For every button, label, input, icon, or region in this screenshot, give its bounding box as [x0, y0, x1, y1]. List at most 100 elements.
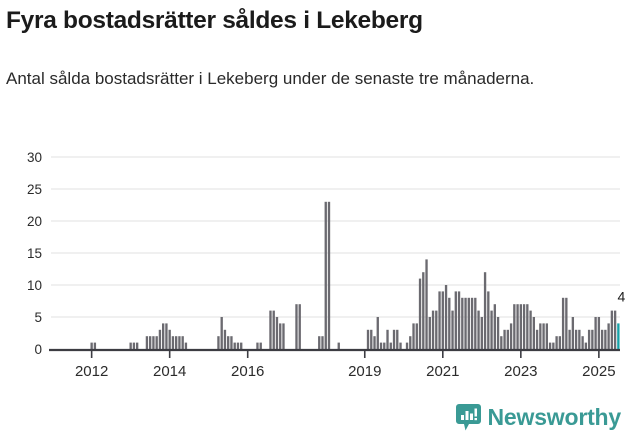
- bar: [240, 342, 243, 349]
- bar: [392, 329, 396, 349]
- bar: [373, 336, 376, 349]
- bar: [279, 323, 282, 349]
- x-axis-tick-label: 2025: [582, 363, 615, 380]
- bar: [509, 323, 513, 349]
- bar: [496, 317, 500, 349]
- bar: [431, 310, 435, 349]
- bar: [558, 336, 562, 349]
- bar: [571, 317, 575, 349]
- bar: [522, 304, 526, 349]
- bar: [454, 291, 457, 349]
- bar: [298, 304, 301, 349]
- bar: [230, 336, 233, 349]
- bar: [435, 310, 438, 349]
- bar: [483, 272, 487, 349]
- bar: [275, 317, 279, 349]
- x-axis-tick-label: 2012: [75, 363, 108, 380]
- bar: [470, 297, 474, 349]
- bar: [379, 342, 383, 349]
- bar: [321, 336, 324, 349]
- bar: [389, 342, 392, 349]
- bar: [409, 336, 412, 349]
- bar: [396, 329, 399, 349]
- bar: [269, 310, 272, 349]
- bar: [415, 323, 418, 349]
- bar: [162, 323, 165, 349]
- bar: [587, 329, 591, 349]
- bar: [451, 310, 454, 349]
- bar: [613, 310, 617, 349]
- bar: [178, 336, 181, 349]
- x-axis-ticks: 2012 2014 2016 2019 2021 2023 2025: [75, 351, 616, 380]
- y-axis-ticks: 0 5 10 15 20 25 30: [27, 150, 42, 357]
- bar: [318, 336, 321, 349]
- y-axis-tick-label: 5: [34, 310, 42, 325]
- bar: [597, 317, 601, 349]
- bar: [184, 342, 188, 349]
- bar-highlighted: [617, 323, 620, 349]
- bar: [467, 297, 470, 349]
- bar: [220, 317, 223, 349]
- bar-series: [90, 201, 620, 349]
- bar: [539, 323, 542, 349]
- bar: [399, 342, 402, 349]
- bar: [405, 342, 409, 349]
- bar: [438, 291, 441, 349]
- bar: [158, 329, 162, 349]
- page-title: Fyra bostadsrätter såldes i Lekeberg: [6, 7, 423, 34]
- bar: [256, 342, 259, 349]
- x-axis-tick-label: 2014: [153, 363, 186, 380]
- bar: [519, 304, 522, 349]
- bar: [448, 297, 451, 349]
- bar: [535, 329, 539, 349]
- bar: [561, 297, 565, 349]
- bar: [259, 342, 262, 349]
- bar: [376, 317, 379, 349]
- y-axis-tick-label: 15: [27, 246, 42, 261]
- bar: [223, 329, 227, 349]
- y-axis-tick-label: 25: [27, 182, 42, 197]
- bar: [272, 310, 275, 349]
- y-axis-tick-label: 10: [27, 278, 42, 293]
- bar: [155, 336, 158, 349]
- bar: [574, 329, 578, 349]
- x-axis-tick-label: 2019: [348, 363, 381, 380]
- bar: [181, 336, 184, 349]
- chart-plot-area: 0 5 10 15 20 25 30 2012 2014 2016 2019 2021 2023 202…: [0, 140, 631, 390]
- y-axis-tick-label: 20: [27, 214, 42, 229]
- bar: [168, 329, 171, 349]
- bar: [217, 336, 220, 349]
- newsworthy-logo[interactable]: Newsworthy: [455, 404, 621, 431]
- bar: [548, 342, 552, 349]
- bar: [513, 304, 516, 349]
- x-axis-tick-label: 2016: [231, 363, 264, 380]
- bar: [552, 342, 555, 349]
- bar: [386, 329, 389, 349]
- bar: [149, 336, 152, 349]
- x-axis-tick-label: 2023: [504, 363, 537, 380]
- bar: [93, 342, 97, 349]
- bar: [487, 291, 490, 349]
- bar: [591, 329, 594, 349]
- bar: [337, 342, 340, 349]
- bar: [568, 329, 571, 349]
- bar: [132, 342, 136, 349]
- bar: [444, 285, 448, 349]
- bar: [425, 259, 428, 349]
- bar: [171, 336, 175, 349]
- bar: [526, 304, 529, 349]
- bar: [295, 304, 298, 349]
- bar: [480, 317, 483, 349]
- bar: [233, 342, 236, 349]
- bar: [477, 310, 480, 349]
- bar: [503, 329, 506, 349]
- bar: [461, 297, 464, 349]
- bar: [604, 329, 607, 349]
- bar: [529, 310, 532, 349]
- bar: [457, 291, 461, 349]
- bar: [90, 342, 93, 349]
- bar: [227, 336, 230, 349]
- bar: [490, 310, 493, 349]
